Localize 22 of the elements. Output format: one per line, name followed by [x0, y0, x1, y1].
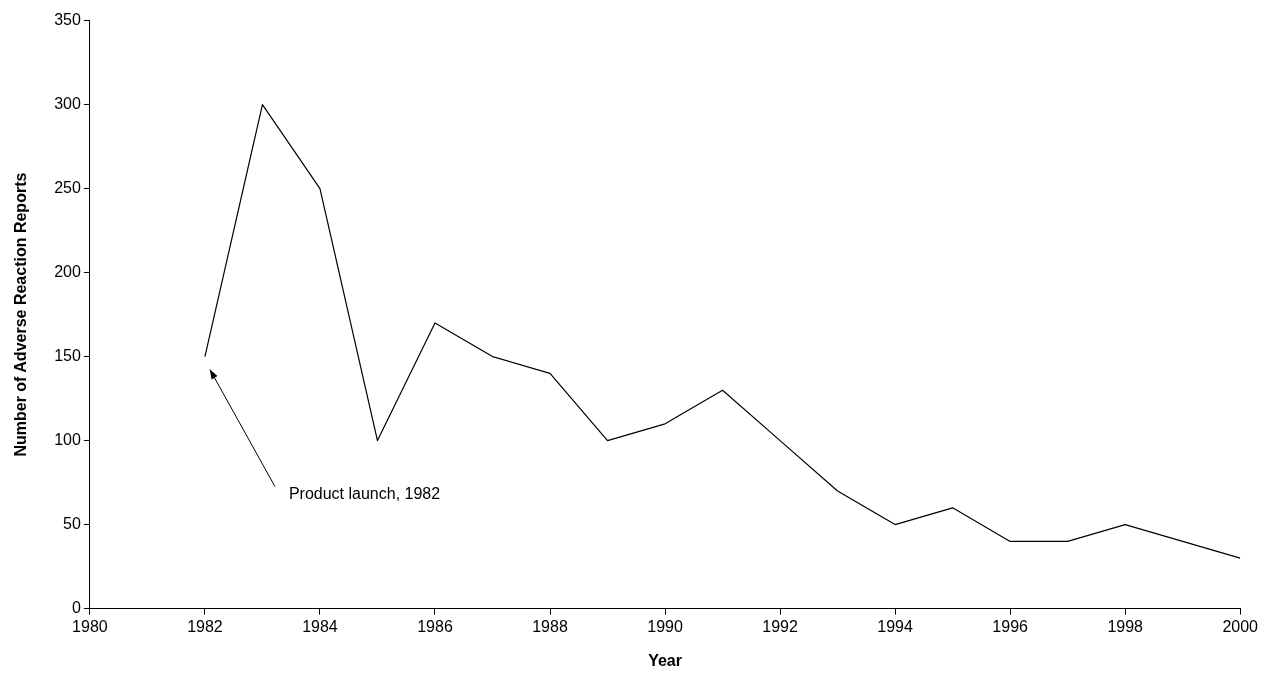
- y-tick-label: 50: [63, 515, 81, 533]
- y-tick-label: 250: [54, 179, 81, 197]
- x-tick-label: 1998: [1107, 617, 1144, 635]
- x-axis-title: Year: [648, 651, 682, 669]
- annotation: Product launch, 1982: [288, 484, 441, 502]
- y-tick-label: 100: [54, 431, 81, 449]
- y-tick-label: 300: [54, 95, 81, 113]
- x-tick-label: 1988: [532, 617, 568, 635]
- x-tick-label: 1990: [647, 617, 683, 635]
- x-tick-label: 1996: [992, 617, 1029, 635]
- x-tick-label: 1980: [72, 617, 108, 635]
- x-tick-label: 1984: [302, 617, 338, 635]
- x-tick-label: 2000: [1222, 617, 1259, 635]
- x-tick-label: 1994: [877, 617, 914, 635]
- y-tick-label: 350: [54, 11, 81, 29]
- x-tick-label: 1992: [762, 617, 798, 635]
- y-tick-label: 0: [71, 599, 81, 617]
- x-tick-label: 1982: [187, 617, 223, 635]
- x-tick-label: 1986: [417, 617, 453, 635]
- y-tick-label: 200: [54, 263, 81, 281]
- y-axis-title: Number of Adverse Reaction Reports: [12, 172, 30, 457]
- y-tick-label: 150: [54, 347, 81, 365]
